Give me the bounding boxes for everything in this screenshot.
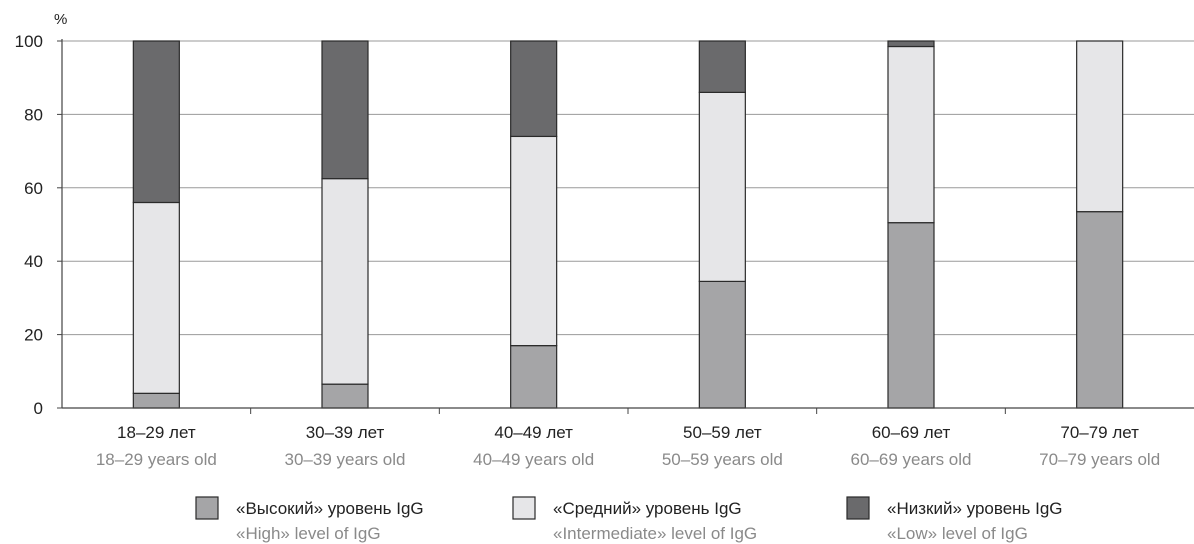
x-category-label-en: 50–59 years old <box>662 450 783 469</box>
y-axis-unit-label: % <box>54 11 67 28</box>
bar-segment <box>132 392 180 409</box>
bar-segment <box>132 201 180 394</box>
y-tick-label: 80 <box>24 105 43 124</box>
x-axis-category-labels: 18–29 лет 18–29 years old 30–39 лет 30–39 y… <box>96 423 1160 469</box>
bar-segment <box>698 40 746 93</box>
bars <box>132 40 1124 409</box>
gridlines <box>62 40 1194 336</box>
y-axis-tick-labels: 0 20 40 60 80 100 <box>15 32 62 418</box>
y-tick-label: 100 <box>15 32 43 51</box>
legend-label-en: «Intermediate» level of IgG <box>553 524 757 543</box>
bar-segment <box>321 178 369 385</box>
x-category-label-en: 60–69 years old <box>851 450 972 469</box>
legend-label: «Высокий» уровень IgG <box>236 499 424 518</box>
legend-swatch <box>195 496 219 520</box>
bar-segment <box>132 40 180 204</box>
legend-swatch <box>846 496 870 520</box>
bar-segment <box>321 383 369 409</box>
x-category-label-en: 70–79 years old <box>1039 450 1160 469</box>
x-category-label: 60–69 лет <box>872 423 951 442</box>
x-category-label: 30–39 лет <box>306 423 385 442</box>
legend-label-en: «High» level of IgG <box>236 524 381 543</box>
bar-segment <box>887 222 935 409</box>
bar-segment <box>510 135 558 347</box>
x-category-label: 70–79 лет <box>1060 423 1139 442</box>
bar-segment <box>510 345 558 409</box>
y-tick-label: 0 <box>34 399 43 418</box>
x-category-label-en: 40–49 years old <box>473 450 594 469</box>
legend-swatch <box>512 496 536 520</box>
x-category-label-en: 30–39 years old <box>285 450 406 469</box>
legend: «Высокий» уровень IgG «High» level of IgG… <box>195 496 1063 543</box>
bar-segment <box>698 280 746 409</box>
legend-label-en: «Low» level of IgG <box>887 524 1028 543</box>
x-category-label: 50–59 лет <box>683 423 762 442</box>
bar-segment <box>510 40 558 138</box>
bar-segment <box>321 40 369 180</box>
bar-segment <box>698 91 746 282</box>
bar-segment <box>887 45 935 224</box>
x-category-label-en: 18–29 years old <box>96 450 217 469</box>
legend-label: «Низкий» уровень IgG <box>887 499 1063 518</box>
legend-label: «Средний» уровень IgG <box>553 499 742 518</box>
axes <box>61 39 1194 414</box>
y-tick-label: 40 <box>24 252 43 271</box>
y-tick-label: 20 <box>24 326 43 345</box>
y-tick-label: 60 <box>24 179 43 198</box>
bar-segment <box>1076 40 1124 213</box>
bar-segment <box>1076 211 1124 409</box>
bar-segment <box>887 40 935 48</box>
x-category-label: 40–49 лет <box>494 423 573 442</box>
x-category-label: 18–29 лет <box>117 423 196 442</box>
